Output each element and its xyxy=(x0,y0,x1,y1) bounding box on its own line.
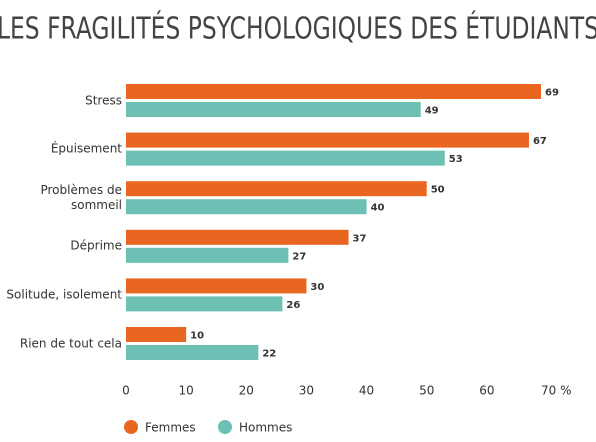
bar xyxy=(126,199,367,215)
value-label: 10 xyxy=(190,331,204,342)
bar xyxy=(126,102,421,117)
value-label: 69 xyxy=(545,88,559,99)
value-label: 22 xyxy=(262,349,276,360)
value-label: 53 xyxy=(449,154,463,165)
x-tick-label: 20 xyxy=(239,384,254,398)
bar xyxy=(126,296,283,312)
bar xyxy=(126,132,529,148)
category-label: Épuisement xyxy=(50,141,122,156)
bar xyxy=(126,150,445,166)
chart-title: LES FRAGILITÉS PSYCHOLOGIQUES DES ÉTUDIA… xyxy=(0,11,596,47)
category-label: Problèmes de sommeil xyxy=(40,182,122,212)
value-label: 49 xyxy=(425,106,439,117)
bar xyxy=(126,247,289,263)
category-label: Solitude, isolement xyxy=(6,287,122,302)
bar xyxy=(126,278,307,294)
x-tick-label: 50 xyxy=(419,384,434,398)
value-label: 40 xyxy=(371,203,385,214)
value-label: 26 xyxy=(286,300,300,311)
value-label: 30 xyxy=(310,282,324,293)
x-tick-label: 70 % xyxy=(541,384,572,398)
x-tick-label: 60 xyxy=(479,384,494,398)
value-label: 50 xyxy=(431,185,445,196)
bar xyxy=(126,181,427,197)
value-label: 37 xyxy=(353,233,367,244)
legend-label: Hommes xyxy=(239,421,292,435)
legend-marker xyxy=(218,420,232,434)
x-tick-label: 40 xyxy=(359,384,374,398)
bar xyxy=(126,84,541,99)
bar xyxy=(126,345,259,360)
category-label: Rien de tout cela xyxy=(19,336,122,350)
value-label: 27 xyxy=(292,251,306,262)
value-label: 67 xyxy=(533,136,547,147)
category-label: Stress xyxy=(85,93,122,107)
x-tick-label: 10 xyxy=(179,384,194,398)
legend-marker xyxy=(124,420,138,434)
x-tick-label: 0 xyxy=(122,384,130,398)
legend-label: Femmes xyxy=(145,421,196,435)
x-tick-label: 30 xyxy=(299,384,314,398)
bar xyxy=(126,229,349,245)
category-label: Déprime xyxy=(70,238,122,253)
bar xyxy=(126,327,187,342)
